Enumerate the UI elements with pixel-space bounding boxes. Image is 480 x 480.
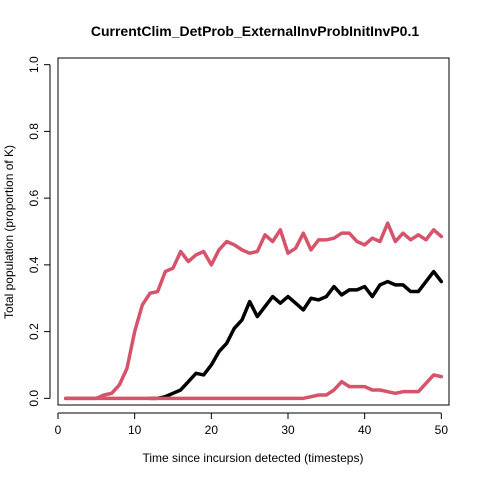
y-axis-label: Total population (proportion of K) [2, 145, 16, 319]
x-tick-label: 40 [358, 423, 372, 437]
x-tick-label: 30 [281, 423, 295, 437]
y-tick-label: 0.8 [27, 123, 41, 140]
y-tick-label: 0.2 [27, 323, 41, 340]
series-line-1 [63, 221, 444, 401]
x-tick-label: 50 [435, 423, 449, 437]
plot-frame [57, 57, 450, 406]
chart-title: CurrentClim_DetProb_ExternalInvProbInitI… [91, 23, 420, 39]
x-axis-label: Time since incursion detected (timesteps… [143, 451, 364, 465]
y-tick-label: 0.6 [27, 189, 41, 206]
x-tick-label: 20 [205, 423, 219, 437]
series-line-3 [63, 373, 444, 401]
series-line-2 [148, 269, 444, 401]
x-axis: 0 10 20 30 40 50 [55, 412, 449, 437]
x-tick-label: 0 [55, 423, 62, 437]
y-tick-label: 1.0 [27, 56, 41, 73]
series-layer [63, 221, 444, 401]
y-tick-label: 0.4 [27, 256, 41, 273]
x-tick-label: 10 [128, 423, 142, 437]
y-axis: 0.0 0.2 0.4 0.6 0.8 1.0 [27, 56, 51, 407]
y-tick-label: 0.0 [27, 390, 41, 407]
